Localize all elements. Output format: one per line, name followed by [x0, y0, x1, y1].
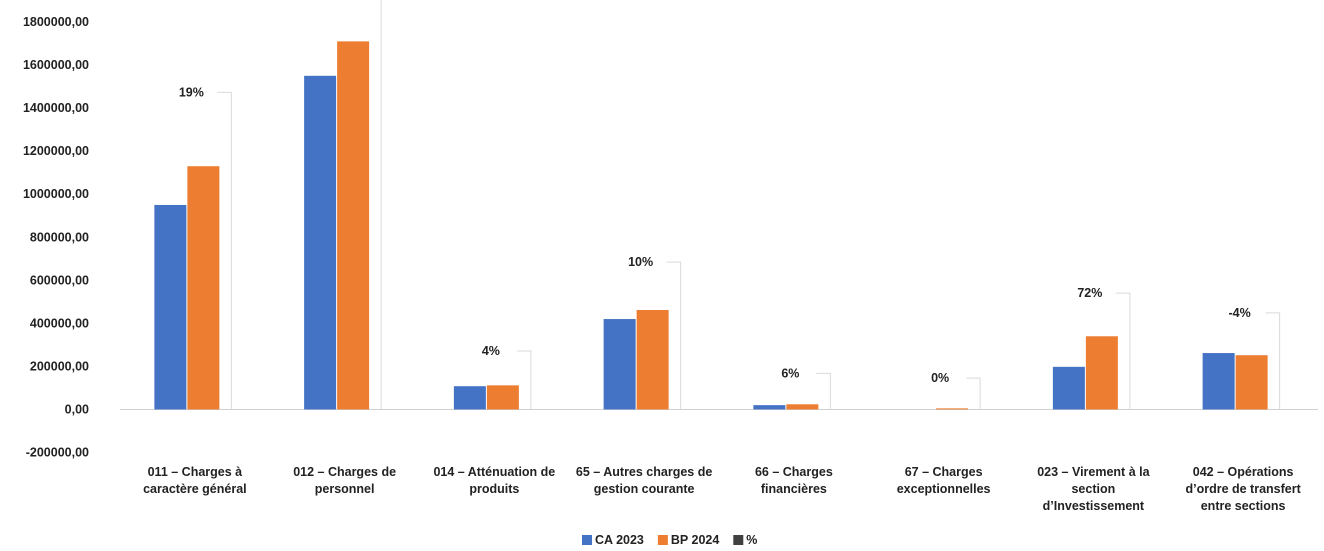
pct-leader-line	[516, 350, 532, 410]
y-tick-label: 800000,00	[30, 230, 89, 244]
legend-swatch	[657, 535, 668, 545]
pct-leader-line	[380, 0, 382, 410]
legend-swatch	[733, 535, 744, 545]
bar-bp-2024	[636, 310, 669, 410]
y-tick-label: 400000,00	[30, 316, 89, 330]
bar-ca-2023	[453, 386, 486, 410]
legend: CA 2023 BP 2024%	[582, 533, 757, 547]
y-tick-label: 1400000,00	[23, 101, 89, 115]
bar-bp-2024	[786, 404, 819, 410]
y-tick-label: 600000,00	[30, 273, 89, 287]
pct-leader-line	[1115, 292, 1131, 410]
bar-ca-2023	[1052, 366, 1085, 410]
bar-bp-2024	[936, 408, 969, 410]
pct-leader-line	[816, 372, 831, 410]
category-label: 042 – Opérations d’ordre de transfert entr…	[1185, 465, 1301, 513]
legend-label: %	[746, 533, 757, 547]
percentage-leader-lines	[217, 0, 1281, 410]
pct-leader-line	[217, 91, 232, 410]
y-axis: 1800000,00 1600000,00 1400000,00 1200000,00…	[23, 15, 89, 460]
category-label: 66 – Charges financières	[755, 465, 833, 496]
category-label: 67 – Charges exceptionnelles	[897, 465, 991, 496]
legend-label: CA 2023	[595, 533, 644, 547]
y-tick-label: 1000000,00	[23, 187, 89, 201]
pct-label: 72%	[1077, 286, 1102, 300]
pct-label: 6%	[781, 366, 799, 380]
legend-label: BP 2024	[671, 533, 719, 547]
pct-label: 19%	[179, 85, 204, 99]
bar-ca-2023	[753, 405, 786, 410]
y-tick-label: 200000,00	[30, 359, 89, 373]
bar-ca-2023	[304, 75, 337, 410]
y-tick-label: -200000,00	[26, 446, 89, 460]
category-label: 023 – Virement à la section d’Investisseme…	[1037, 465, 1150, 513]
bars	[154, 41, 1268, 410]
bar-bp-2024	[1085, 336, 1118, 410]
category-label: 011 – Charges à caractère général	[143, 465, 247, 496]
bar-bp-2024	[1235, 355, 1268, 410]
pct-leader-line	[966, 377, 981, 410]
y-tick-label: 1800000,00	[23, 15, 89, 29]
pct-leader-line	[666, 261, 682, 410]
category-label: 65 – Autres charges de gestion courante	[576, 465, 712, 496]
bar-ca-2023	[603, 319, 636, 410]
pct-label: 10%	[628, 255, 653, 269]
percentage-labels: 19%10%4%10%6%0%72%-4%	[179, 85, 1251, 385]
y-tick-label: 1200000,00	[23, 144, 89, 158]
bar-bp-2024	[337, 41, 370, 410]
pct-leader-line	[1265, 312, 1281, 410]
legend-swatch	[582, 535, 592, 545]
bar-ca-2023	[1202, 353, 1235, 410]
category-label: 014 – Atténuation de produits	[433, 465, 555, 496]
category-label: 012 – Charges de personnel	[293, 465, 396, 496]
bar-bp-2024	[486, 385, 519, 410]
pct-label: 0%	[931, 371, 949, 385]
y-tick-label: 0,00	[65, 402, 89, 416]
pct-label: -4%	[1229, 306, 1251, 320]
y-tick-label: 1600000,00	[23, 58, 89, 72]
pct-label: 4%	[482, 344, 500, 358]
bar-ca-2023	[154, 204, 187, 410]
category-labels: 011 – Charges à caractère général 012 – Ch…	[143, 465, 1302, 513]
bar-bp-2024	[187, 166, 220, 410]
